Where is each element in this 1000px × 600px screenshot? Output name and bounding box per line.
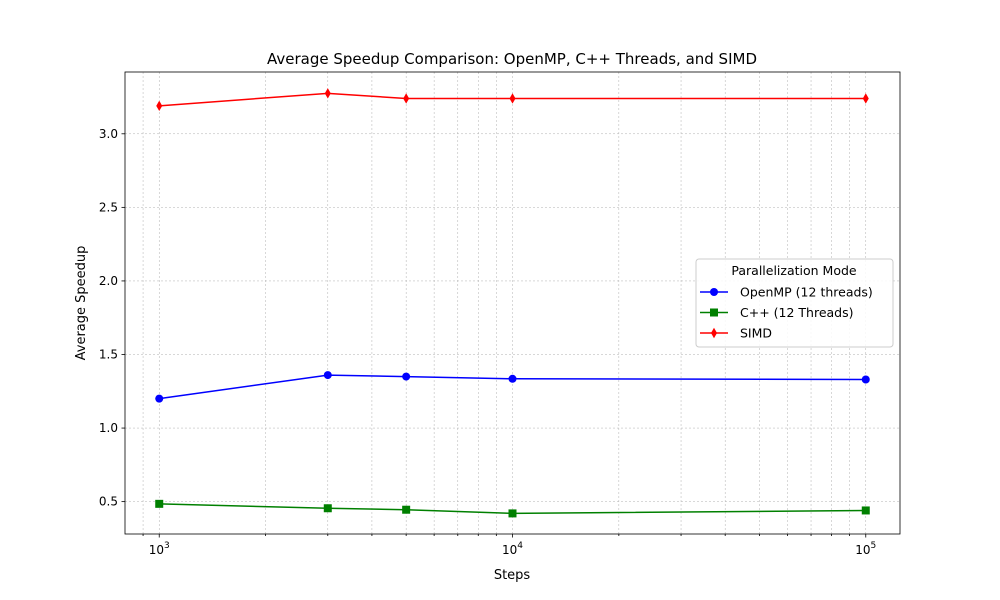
- data-point: [508, 509, 517, 518]
- legend: Parallelization Mode OpenMP (12 threads)…: [695, 258, 894, 348]
- x-tick-label: 105: [855, 541, 876, 557]
- y-tick-label: 3.0: [99, 127, 118, 141]
- data-point: [862, 93, 869, 104]
- data-point: [155, 394, 164, 403]
- chart-title: Average Speedup Comparison: OpenMP, C++ …: [267, 50, 757, 68]
- legend-entry: OpenMP (12 threads): [700, 285, 873, 300]
- series-1: [155, 499, 870, 518]
- data-point: [324, 88, 331, 99]
- legend-marker: [710, 288, 718, 296]
- legend-label: C++ (12 Threads): [740, 305, 854, 320]
- series-layer: [155, 88, 870, 518]
- data-point: [509, 93, 516, 104]
- data-point: [156, 100, 163, 112]
- y-tick-label: 2.5: [99, 200, 118, 214]
- legend-entry: C++ (12 Threads): [700, 305, 854, 320]
- legend-marker: [710, 308, 718, 317]
- data-point: [323, 371, 332, 380]
- data-point: [323, 504, 332, 513]
- data-point: [403, 93, 410, 104]
- legend-box: [695, 258, 894, 348]
- data-point: [402, 372, 411, 381]
- legend-entries: OpenMP (12 threads) C++ (12 Threads) SIMD: [700, 285, 873, 341]
- legend-entry: SIMD: [700, 326, 772, 341]
- y-tick-label: 1.0: [99, 421, 118, 435]
- legend-label: OpenMP (12 threads): [740, 285, 873, 300]
- y-tick-label: 1.5: [99, 347, 118, 361]
- data-point: [861, 375, 870, 384]
- series-2: [156, 88, 869, 112]
- data-point: [402, 505, 411, 514]
- data-point: [508, 374, 517, 383]
- y-axis-label: Average Speedup: [74, 246, 89, 361]
- x-axis-label: Steps: [494, 568, 531, 583]
- data-point: [861, 506, 870, 515]
- y-tick-label: 0.5: [99, 495, 118, 509]
- x-tick-label: 103: [149, 541, 170, 557]
- data-point: [155, 499, 164, 508]
- legend-marker: [711, 327, 717, 339]
- ticks: 0.5 1.0 1.5 2.0 2.5 3.0 103 104 105: [99, 127, 876, 557]
- series-0: [155, 371, 870, 403]
- y-tick-label: 2.0: [99, 274, 118, 288]
- legend-title: Parallelization Mode: [731, 263, 857, 278]
- x-tick-label: 104: [502, 541, 523, 557]
- legend-label: SIMD: [740, 326, 772, 341]
